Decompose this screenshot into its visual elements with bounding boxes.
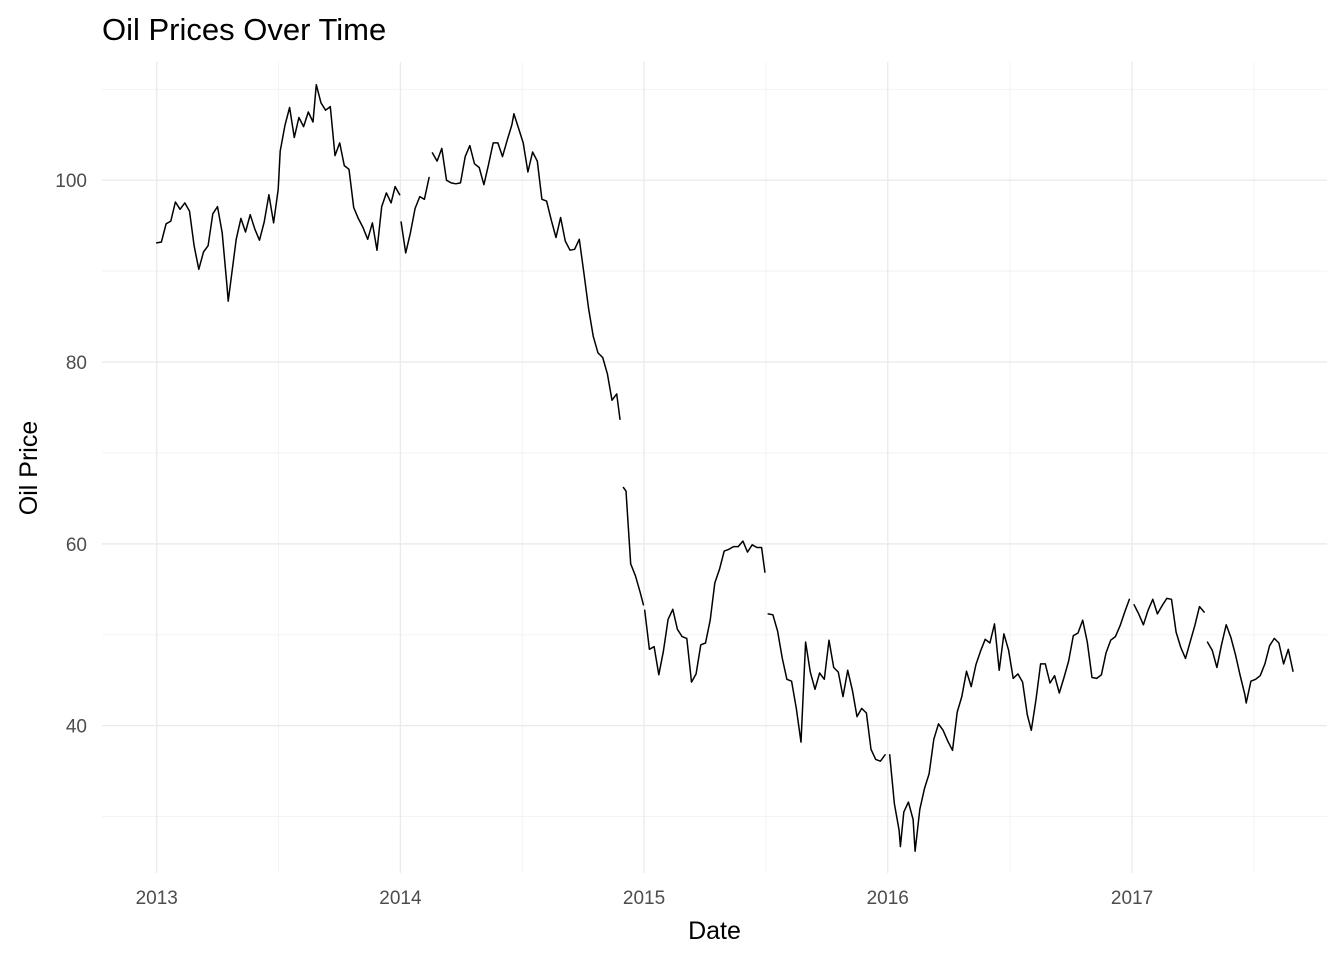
y-tick-label: 80	[66, 353, 87, 374]
oil-price-line-segment	[622, 486, 645, 606]
oil-price-line-segment	[1133, 597, 1205, 660]
oil-price-line-segment	[155, 83, 401, 302]
major-gridlines	[102, 62, 1327, 873]
x-tick-label: 2015	[623, 888, 665, 909]
y-tick-label: 100	[55, 171, 87, 192]
chart-title: Oil Prices Over Time	[102, 12, 386, 47]
x-axis-title: Date	[688, 917, 741, 945]
oil-price-line-segment	[888, 598, 1131, 852]
oil-price-line-segment	[431, 113, 621, 421]
y-tick-label: 40	[66, 717, 87, 738]
oil-price-line-segment	[400, 176, 430, 254]
x-tick-label: 2016	[867, 888, 909, 909]
oil-price-series	[155, 83, 1294, 852]
y-tick-label: 60	[66, 535, 87, 556]
oil-price-line-segment	[767, 613, 886, 762]
minor-gridlines	[102, 62, 1327, 873]
oil-price-line-segment	[1206, 624, 1294, 704]
y-axis-title: Oil Price	[15, 421, 43, 515]
oil-price-line-segment	[643, 540, 766, 683]
y-axis-tick-labels: 40 60 80 100	[55, 171, 87, 738]
x-tick-label: 2014	[379, 888, 422, 909]
x-tick-label: 2017	[1111, 888, 1153, 909]
x-axis-tick-labels: 2013 2014 2015 2016 2017	[136, 888, 1154, 909]
x-tick-label: 2013	[136, 888, 178, 909]
